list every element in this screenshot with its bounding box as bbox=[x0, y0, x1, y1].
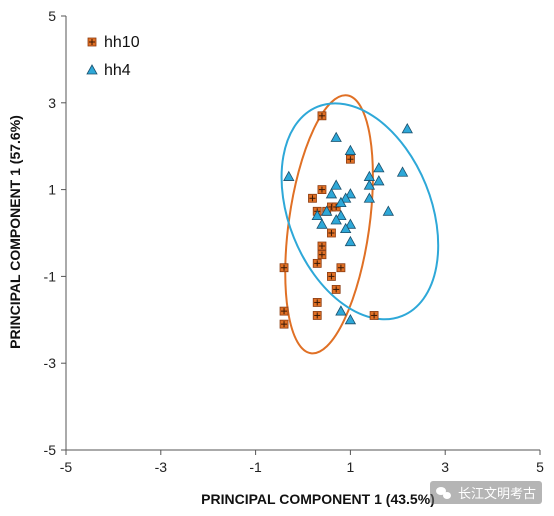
hh4-point bbox=[321, 205, 333, 216]
y-tick-label: -5 bbox=[44, 442, 57, 458]
y-tick-label: -3 bbox=[44, 355, 57, 371]
hh4-point bbox=[382, 205, 394, 216]
watermark: 长江文明考古 bbox=[429, 481, 542, 504]
hh4-point bbox=[335, 305, 347, 316]
axes bbox=[61, 15, 541, 455]
hh10-point bbox=[331, 285, 341, 294]
hh10-point bbox=[345, 154, 355, 164]
legend: hh10 hh4 bbox=[86, 34, 140, 79]
hh10-point bbox=[312, 258, 322, 268]
y-axis-title: PRINCIPAL COMPONENT 1 (57.6%) bbox=[7, 115, 23, 349]
hh4-point bbox=[335, 209, 347, 221]
hh4-point bbox=[344, 218, 357, 229]
legend-item-hh10: hh10 bbox=[87, 34, 140, 51]
hh4-point bbox=[325, 188, 338, 199]
hh10-point bbox=[317, 241, 327, 251]
data-points bbox=[279, 111, 413, 329]
hh4-point bbox=[311, 209, 323, 221]
hh4-ellipse bbox=[280, 102, 440, 321]
hh10-point bbox=[312, 298, 322, 307]
hh4-point bbox=[316, 218, 328, 229]
hh4-point bbox=[330, 214, 342, 225]
hh10-point bbox=[279, 319, 289, 329]
hh4-point bbox=[344, 313, 357, 325]
hh10-point bbox=[317, 185, 327, 195]
y-tick-label: -1 bbox=[44, 268, 57, 284]
x-axis-title: PRINCIPAL COMPONENT 1 (43.5%) bbox=[201, 491, 435, 507]
hh10-ellipse bbox=[284, 94, 374, 355]
hh4-point bbox=[339, 222, 352, 234]
hh4-point bbox=[363, 179, 376, 190]
hh4-point bbox=[344, 144, 357, 155]
x-tick-label: 1 bbox=[347, 459, 355, 475]
x-tick-label: 3 bbox=[441, 459, 449, 475]
wechat-icon bbox=[435, 486, 452, 499]
hh10-point bbox=[308, 193, 317, 203]
hh4-point bbox=[330, 131, 342, 142]
hh10-point bbox=[279, 306, 289, 316]
legend-marker-hh4 bbox=[86, 64, 98, 75]
legend-marker-hh10 bbox=[87, 37, 97, 47]
hh4-point bbox=[373, 175, 385, 186]
watermark-text: 长江文明考古 bbox=[457, 487, 536, 502]
confidence-ellipses bbox=[280, 94, 440, 355]
hh10-point bbox=[327, 228, 336, 238]
legend-label-hh4: hh4 bbox=[104, 62, 131, 79]
hh4-point bbox=[344, 235, 357, 247]
x-tick-label: -5 bbox=[60, 459, 73, 475]
hh4-point bbox=[363, 192, 376, 203]
x-tick-label: -1 bbox=[249, 459, 262, 475]
hh10-point bbox=[279, 263, 289, 273]
hh10-point bbox=[317, 111, 327, 121]
hh4-point bbox=[373, 162, 385, 173]
tick-labels: -5 -3 -1 1 3 5 -5 -3 -1 1 3 5 bbox=[44, 8, 545, 475]
hh10-point bbox=[327, 271, 336, 281]
x-tick-label: -3 bbox=[155, 459, 168, 475]
hh4-point bbox=[283, 170, 295, 181]
hh4-point bbox=[344, 188, 357, 199]
hh10-point bbox=[317, 250, 327, 260]
hh4-point bbox=[401, 123, 413, 134]
hh10-point bbox=[336, 263, 346, 273]
hh10-point bbox=[312, 311, 322, 320]
x-tick-label: 5 bbox=[536, 459, 544, 475]
y-tick-label: 5 bbox=[48, 8, 56, 24]
hh4-point bbox=[339, 192, 352, 203]
y-tick-label: 1 bbox=[48, 182, 56, 198]
hh4-point bbox=[335, 196, 347, 208]
hh4-point bbox=[396, 166, 409, 177]
hh10-point bbox=[369, 311, 379, 320]
legend-item-hh4: hh4 bbox=[86, 62, 131, 79]
legend-label-hh10: hh10 bbox=[104, 34, 140, 51]
hh4-point bbox=[330, 179, 342, 190]
y-tick-label: 3 bbox=[48, 95, 56, 111]
